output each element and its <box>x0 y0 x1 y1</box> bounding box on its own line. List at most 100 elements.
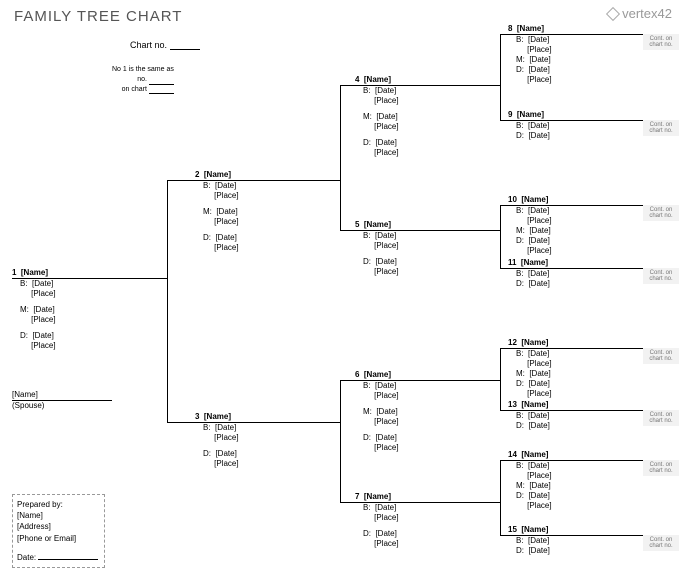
person-2-b-place: [Place] <box>195 191 335 201</box>
person-6[interactable]: 6 [Name]B: [Date] [Place]M: [Date] [Plac… <box>355 370 495 453</box>
connector-line <box>340 380 341 502</box>
continue-box[interactable]: Cont. onchart no. <box>643 120 679 136</box>
person-2-m-date: M: [Date] <box>195 207 335 217</box>
connector-line <box>628 410 643 411</box>
connector-line <box>495 85 500 86</box>
person-4-m-date: M: [Date] <box>355 112 495 122</box>
person-5-b-place: [Place] <box>355 241 495 251</box>
person-7[interactable]: 7 [Name]B: [Date] [Place]D: [Date] [Plac… <box>355 492 495 549</box>
connector-line <box>628 460 643 461</box>
person-2-m-place: [Place] <box>195 217 335 227</box>
connector-line <box>340 230 355 231</box>
continue-box[interactable]: Cont. onchart no. <box>643 205 679 221</box>
connector-line <box>500 460 508 461</box>
connector-line <box>500 460 501 535</box>
person-5-d-place: [Place] <box>355 267 495 277</box>
person-5-b-date: B: [Date] <box>355 231 495 241</box>
person-5[interactable]: 5 [Name]B: [Date] [Place]D: [Date] [Plac… <box>355 220 495 277</box>
person-14-header: 14 [Name] <box>508 450 628 461</box>
person-1-m-date: M: [Date] <box>12 305 122 315</box>
person-11[interactable]: 11 [Name]B: [Date]D: [Date] <box>508 258 628 289</box>
person-7-b-date: B: [Date] <box>355 503 495 513</box>
connector-line <box>500 348 501 410</box>
spouse-block[interactable]: [Name](Spouse) <box>12 390 112 410</box>
person-3-b-place: [Place] <box>195 433 335 443</box>
connector-line <box>500 205 508 206</box>
continue-box[interactable]: Cont. onchart no. <box>643 348 679 364</box>
chart-number-label: Chart no. <box>130 40 167 50</box>
connector-line <box>335 180 340 181</box>
person-12-header: 12 [Name] <box>508 338 628 349</box>
person-4-b-date: B: [Date] <box>355 86 495 96</box>
connector-line <box>167 422 195 423</box>
connector-line <box>122 278 167 279</box>
connector-line <box>500 410 508 411</box>
person-14[interactable]: 14 [Name]B: [Date] [Place]M: [Date]D: [D… <box>508 450 628 511</box>
person-10[interactable]: 10 [Name]B: [Date] [Place]M: [Date]D: [D… <box>508 195 628 256</box>
person-4-m-place: [Place] <box>355 122 495 132</box>
person-6-b-date: B: [Date] <box>355 381 495 391</box>
person-6-header: 6 [Name] <box>355 370 495 381</box>
person-12[interactable]: 12 [Name]B: [Date] [Place]M: [Date]D: [D… <box>508 338 628 399</box>
continue-box[interactable]: Cont. onchart no. <box>643 34 679 50</box>
connector-line <box>628 34 643 35</box>
person-6-m-place: [Place] <box>355 417 495 427</box>
vertex42-logo: vertex42 <box>608 6 672 21</box>
person-5-d-date: D: [Date] <box>355 257 495 267</box>
prep-addr[interactable]: [Address] <box>17 521 98 532</box>
connector-line <box>500 120 508 121</box>
person-3[interactable]: 3 [Name]B: [Date] [Place]D: [Date] [Plac… <box>195 412 335 469</box>
person-1[interactable]: 1 [Name]B: [Date] [Place]M: [Date] [Plac… <box>12 268 122 351</box>
logo-icon <box>606 6 620 20</box>
person-4-header: 4 [Name] <box>355 75 495 86</box>
connector-line <box>167 180 168 422</box>
prep-name[interactable]: [Name] <box>17 510 98 521</box>
person-15[interactable]: 15 [Name]B: [Date]D: [Date] <box>508 525 628 556</box>
person-2-b-date: B: [Date] <box>195 181 335 191</box>
prep-header: Prepared by: <box>17 499 98 510</box>
same-as-line3: on chart <box>112 85 174 95</box>
connector-line <box>500 205 501 268</box>
person-10-header: 10 [Name] <box>508 195 628 206</box>
person-2-header: 2 [Name] <box>195 170 335 181</box>
prep-contact[interactable]: [Phone or Email] <box>17 533 98 544</box>
person-2[interactable]: 2 [Name]B: [Date] [Place]M: [Date] [Plac… <box>195 170 335 253</box>
continue-box[interactable]: Cont. onchart no. <box>643 535 679 551</box>
person-4-d-place: [Place] <box>355 148 495 158</box>
connector-line <box>500 34 501 120</box>
person-3-b-date: B: [Date] <box>195 423 335 433</box>
person-7-header: 7 [Name] <box>355 492 495 503</box>
connector-line <box>500 34 508 35</box>
person-4[interactable]: 4 [Name]B: [Date] [Place]M: [Date] [Plac… <box>355 75 495 158</box>
connector-line <box>500 268 508 269</box>
connector-line <box>340 85 341 230</box>
connector-line <box>495 230 500 231</box>
page-title: FAMILY TREE CHART <box>14 8 182 25</box>
logo-text: vertex42 <box>622 6 672 21</box>
person-13[interactable]: 13 [Name]B: [Date]D: [Date] <box>508 400 628 431</box>
prepared-by-box: Prepared by: [Name] [Address] [Phone or … <box>12 494 105 568</box>
connector-line <box>340 502 355 503</box>
person-7-d-date: D: [Date] <box>355 529 495 539</box>
connector-line <box>628 268 643 269</box>
person-2-d-date: D: [Date] <box>195 233 335 243</box>
person-1-header: 1 [Name] <box>12 268 122 279</box>
chart-number-field[interactable]: Chart no. <box>130 40 200 50</box>
connector-line <box>628 205 643 206</box>
continue-box[interactable]: Cont. onchart no. <box>643 410 679 426</box>
connector-line <box>340 85 355 86</box>
person-8[interactable]: 8 [Name]B: [Date] [Place]M: [Date]D: [Da… <box>508 24 628 85</box>
same-as-line2: no. <box>112 75 174 85</box>
person-3-d-place: [Place] <box>195 459 335 469</box>
continue-box[interactable]: Cont. onchart no. <box>643 460 679 476</box>
continue-box[interactable]: Cont. onchart no. <box>643 268 679 284</box>
chart-number-line <box>170 49 200 50</box>
person-4-d-date: D: [Date] <box>355 138 495 148</box>
prep-date-row[interactable]: Date: <box>17 552 98 563</box>
same-as-block: No 1 is the same as no. on chart <box>112 65 174 94</box>
person-8-header: 8 [Name] <box>508 24 628 35</box>
person-6-d-place: [Place] <box>355 443 495 453</box>
person-6-b-place: [Place] <box>355 391 495 401</box>
person-1-d-place: [Place] <box>12 341 122 351</box>
person-9[interactable]: 9 [Name]B: [Date]D: [Date] <box>508 110 628 141</box>
